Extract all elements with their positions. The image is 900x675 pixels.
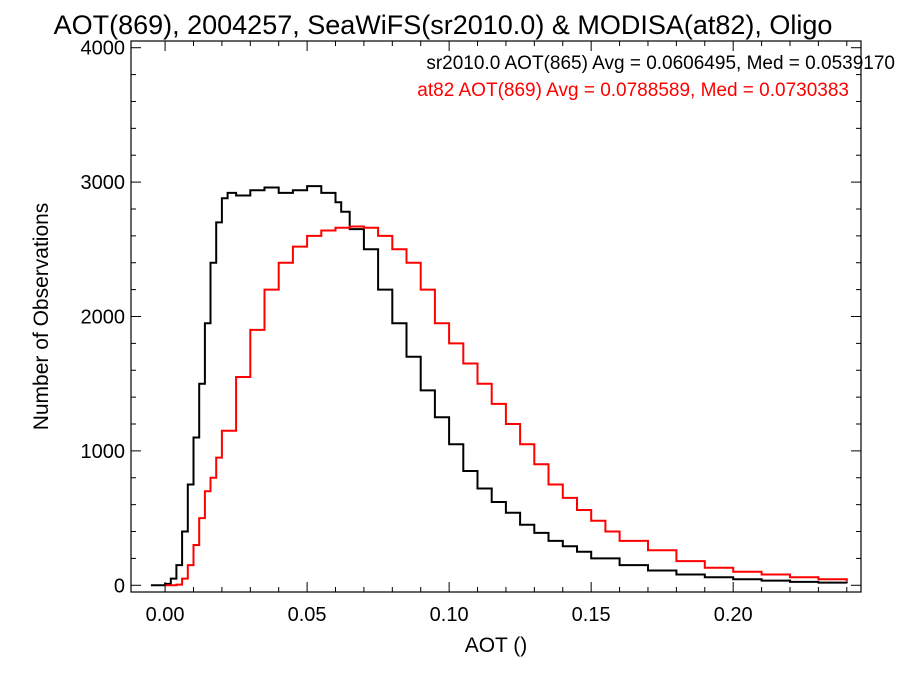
plot-frame xyxy=(130,40,862,593)
histogram-line-modisa xyxy=(165,225,848,587)
stats-annotation-seawifs: sr2010.0 AOT(865) Avg = 0.0606495, Med =… xyxy=(426,53,895,74)
x-axis-label: AOT () xyxy=(465,634,528,657)
stats-annotation-modisa: at82 AOT(869) Avg = 0.0788589, Med = 0.0… xyxy=(417,80,849,101)
chart-title: AOT(869), 2004257, SeaWiFS(sr2010.0) & M… xyxy=(54,10,833,40)
x-tick-label: 0.20 xyxy=(714,604,753,626)
y-tick-label: 2000 xyxy=(81,307,126,329)
x-tick-label: 0.05 xyxy=(288,604,327,626)
x-tick-label: 0.10 xyxy=(430,604,469,626)
x-tick-label: 0.15 xyxy=(572,604,611,626)
x-tick-label: 0.00 xyxy=(146,604,185,626)
y-tick-label: 1000 xyxy=(81,441,126,463)
y-axis-label: Number of Observations xyxy=(30,203,53,431)
y-tick-label: 4000 xyxy=(81,38,126,60)
y-tick-label: 0 xyxy=(114,575,125,597)
y-tick-label: 3000 xyxy=(81,172,126,194)
histogram-line-seawifs xyxy=(150,185,848,587)
